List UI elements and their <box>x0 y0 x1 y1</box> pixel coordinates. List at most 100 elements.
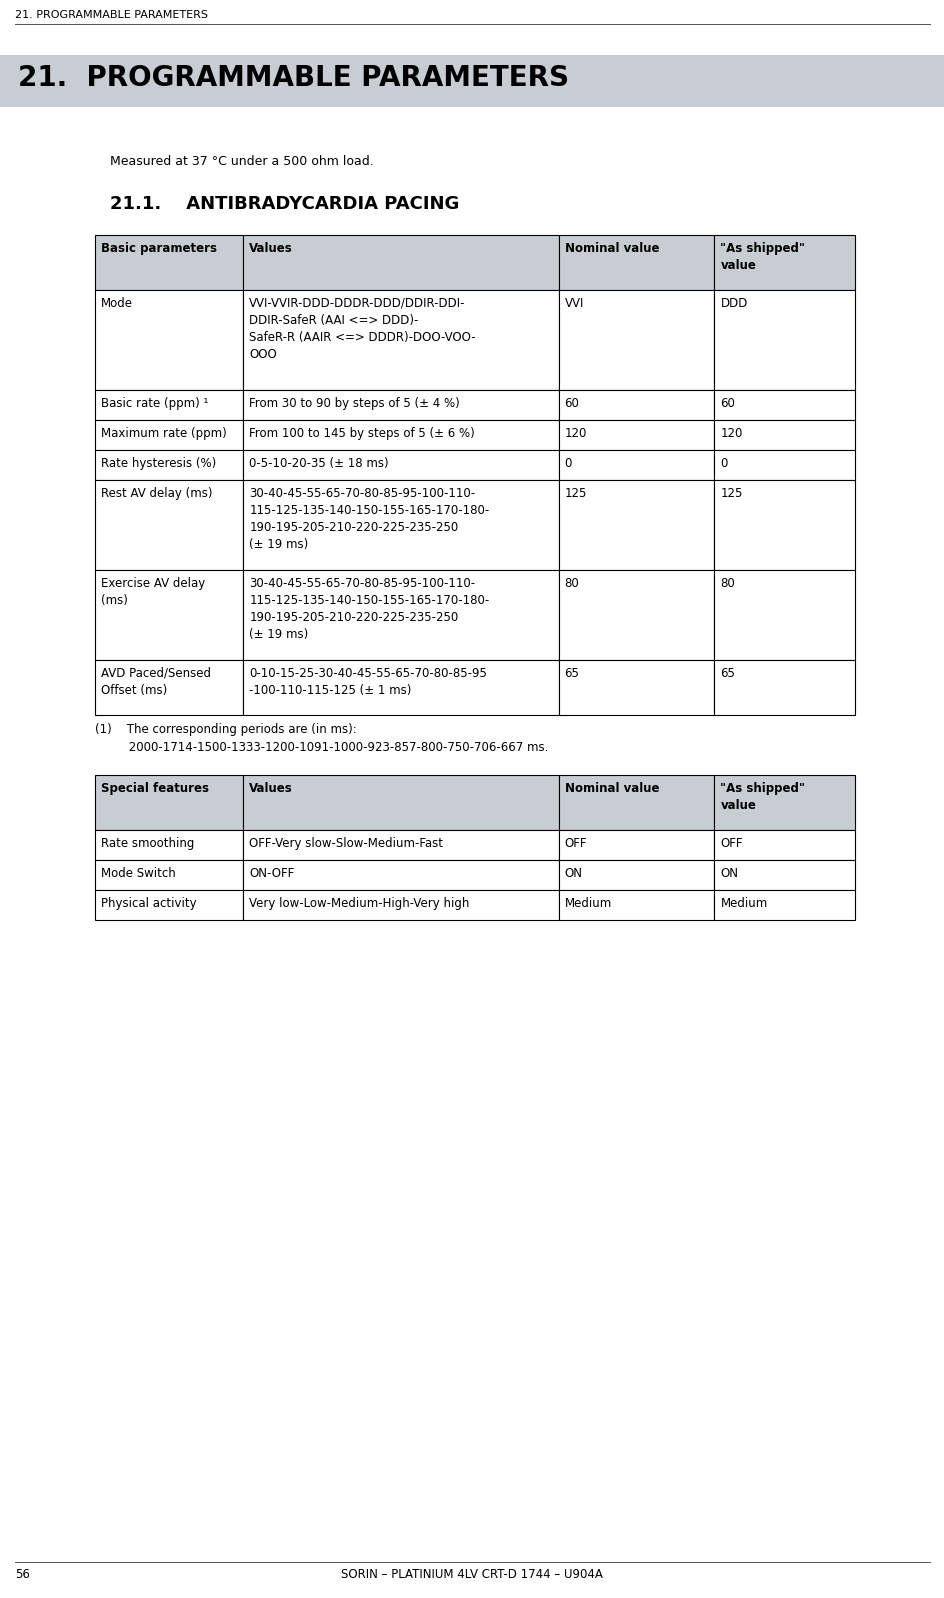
Text: 56: 56 <box>15 1568 30 1580</box>
Text: ON: ON <box>564 868 582 880</box>
Bar <box>558 451 714 479</box>
Text: 2000-1714-1500-1333-1200-1091-1000-923-857-800-750-706-667 ms.: 2000-1714-1500-1333-1200-1091-1000-923-8… <box>95 741 548 754</box>
Text: 120: 120 <box>564 427 586 439</box>
Text: (1)    The corresponding periods are (in ms):: (1) The corresponding periods are (in ms… <box>95 722 357 737</box>
Text: Very low-Low-Medium-High-Very high: Very low-Low-Medium-High-Very high <box>249 896 469 909</box>
Text: Nominal value: Nominal value <box>564 781 658 794</box>
Bar <box>558 420 714 451</box>
Text: "As shipped"
value: "As shipped" value <box>719 781 804 812</box>
Text: 60: 60 <box>564 396 579 411</box>
Bar <box>558 829 714 860</box>
Text: 120: 120 <box>719 427 742 439</box>
Bar <box>95 420 243 451</box>
Text: Nominal value: Nominal value <box>564 241 658 256</box>
Text: Exercise AV delay
(ms): Exercise AV delay (ms) <box>101 577 205 607</box>
Text: 125: 125 <box>564 487 586 500</box>
Text: DDD: DDD <box>719 297 747 310</box>
Bar <box>243 860 558 890</box>
Bar <box>95 860 243 890</box>
Bar <box>714 660 854 714</box>
Bar <box>714 289 854 390</box>
Text: AVD Paced/Sensed
Offset (ms): AVD Paced/Sensed Offset (ms) <box>101 666 211 697</box>
Text: Basic parameters: Basic parameters <box>101 241 217 256</box>
Bar <box>95 570 243 660</box>
Text: ON-OFF: ON-OFF <box>249 868 295 880</box>
Text: VVI-VVIR-DDD-DDDR-DDD/DDIR-DDI-
DDIR-SafeR (AAI <=> DDD)-
SafeR-R (AAIR <=> DDDR: VVI-VVIR-DDD-DDDR-DDD/DDIR-DDI- DDIR-Saf… <box>249 297 476 361</box>
Text: OFF: OFF <box>564 837 586 850</box>
Bar <box>243 829 558 860</box>
Bar <box>558 890 714 920</box>
Bar <box>95 235 243 289</box>
Bar <box>243 570 558 660</box>
Text: 80: 80 <box>719 577 734 590</box>
Text: Mode: Mode <box>101 297 133 310</box>
Bar <box>558 479 714 570</box>
Bar <box>243 775 558 829</box>
Bar <box>243 890 558 920</box>
Text: OFF: OFF <box>719 837 742 850</box>
Text: Measured at 37 °C under a 500 ohm load.: Measured at 37 °C under a 500 ohm load. <box>110 155 374 168</box>
Text: Rest AV delay (ms): Rest AV delay (ms) <box>101 487 212 500</box>
Text: 65: 65 <box>719 666 734 681</box>
Text: 21.1.    ANTIBRADYCARDIA PACING: 21.1. ANTIBRADYCARDIA PACING <box>110 195 459 213</box>
Text: 30-40-45-55-65-70-80-85-95-100-110-
115-125-135-140-150-155-165-170-180-
190-195: 30-40-45-55-65-70-80-85-95-100-110- 115-… <box>249 487 489 551</box>
Text: SORIN – PLATINIUM 4LV CRT-D 1744 – U904A: SORIN – PLATINIUM 4LV CRT-D 1744 – U904A <box>341 1568 602 1580</box>
Bar <box>95 775 243 829</box>
Bar <box>558 660 714 714</box>
Bar <box>95 479 243 570</box>
Bar <box>243 479 558 570</box>
Bar <box>558 860 714 890</box>
Bar <box>243 235 558 289</box>
Text: Values: Values <box>249 241 293 256</box>
Text: Values: Values <box>249 781 293 794</box>
Text: 125: 125 <box>719 487 742 500</box>
Bar <box>714 420 854 451</box>
Bar <box>558 235 714 289</box>
Bar <box>243 660 558 714</box>
Bar <box>714 860 854 890</box>
Text: Special features: Special features <box>101 781 209 794</box>
Bar <box>714 570 854 660</box>
Text: 21.  PROGRAMMABLE PARAMETERS: 21. PROGRAMMABLE PARAMETERS <box>18 64 568 93</box>
Text: ON: ON <box>719 868 737 880</box>
Text: 0-10-15-25-30-40-45-55-65-70-80-85-95
-100-110-115-125 (± 1 ms): 0-10-15-25-30-40-45-55-65-70-80-85-95 -1… <box>249 666 486 697</box>
Text: 80: 80 <box>564 577 579 590</box>
Bar <box>243 289 558 390</box>
Bar <box>0 54 944 107</box>
Bar <box>243 451 558 479</box>
Text: 0: 0 <box>719 457 727 470</box>
Text: Mode Switch: Mode Switch <box>101 868 176 880</box>
Bar <box>243 420 558 451</box>
Bar <box>243 390 558 420</box>
Bar <box>95 451 243 479</box>
Bar <box>95 660 243 714</box>
Bar <box>714 890 854 920</box>
Text: Medium: Medium <box>719 896 767 909</box>
Bar <box>714 775 854 829</box>
Bar <box>714 479 854 570</box>
Text: 21. PROGRAMMABLE PARAMETERS: 21. PROGRAMMABLE PARAMETERS <box>15 10 208 21</box>
Text: 65: 65 <box>564 666 579 681</box>
Bar <box>558 775 714 829</box>
Bar <box>714 829 854 860</box>
Bar <box>95 829 243 860</box>
Text: From 30 to 90 by steps of 5 (± 4 %): From 30 to 90 by steps of 5 (± 4 %) <box>249 396 460 411</box>
Text: Rate hysteresis (%): Rate hysteresis (%) <box>101 457 216 470</box>
Text: 60: 60 <box>719 396 734 411</box>
Text: Maximum rate (ppm): Maximum rate (ppm) <box>101 427 227 439</box>
Bar <box>558 390 714 420</box>
Text: From 100 to 145 by steps of 5 (± 6 %): From 100 to 145 by steps of 5 (± 6 %) <box>249 427 475 439</box>
Bar <box>95 289 243 390</box>
Text: OFF-Very slow-Slow-Medium-Fast: OFF-Very slow-Slow-Medium-Fast <box>249 837 443 850</box>
Text: Physical activity: Physical activity <box>101 896 196 909</box>
Text: 30-40-45-55-65-70-80-85-95-100-110-
115-125-135-140-150-155-165-170-180-
190-195: 30-40-45-55-65-70-80-85-95-100-110- 115-… <box>249 577 489 641</box>
Text: 0-5-10-20-35 (± 18 ms): 0-5-10-20-35 (± 18 ms) <box>249 457 388 470</box>
Text: 0: 0 <box>564 457 571 470</box>
Text: "As shipped"
value: "As shipped" value <box>719 241 804 272</box>
Text: Rate smoothing: Rate smoothing <box>101 837 194 850</box>
Text: VVI: VVI <box>564 297 583 310</box>
Bar <box>558 570 714 660</box>
Text: Medium: Medium <box>564 896 611 909</box>
Text: Basic rate (ppm) ¹: Basic rate (ppm) ¹ <box>101 396 209 411</box>
Bar <box>714 235 854 289</box>
